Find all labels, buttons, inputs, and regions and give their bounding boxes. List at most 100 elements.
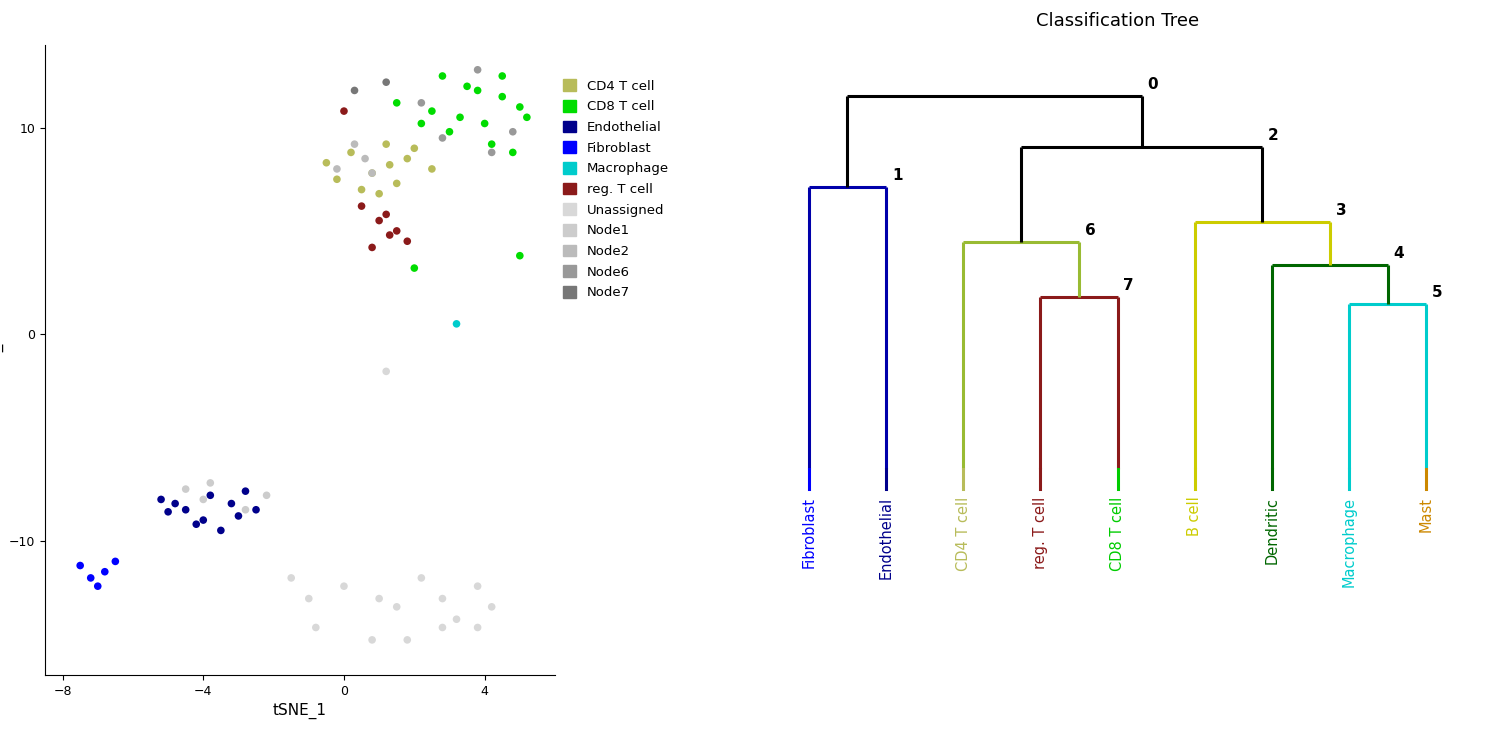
- Point: [472, 118, 496, 130]
- Point: [384, 178, 408, 190]
- Point: [78, 572, 102, 584]
- Point: [420, 105, 444, 117]
- Point: [342, 85, 366, 97]
- Point: [384, 601, 408, 613]
- Point: [509, 101, 532, 113]
- Point: [360, 167, 384, 179]
- Text: 6: 6: [1084, 223, 1095, 238]
- Text: 3: 3: [1335, 203, 1346, 218]
- Point: [480, 138, 504, 150]
- Point: [93, 566, 117, 578]
- Point: [514, 111, 538, 123]
- Point: [350, 184, 374, 196]
- Point: [402, 262, 426, 274]
- Text: 2: 2: [1268, 128, 1280, 143]
- Text: 4: 4: [1394, 246, 1404, 261]
- Point: [279, 572, 303, 584]
- Point: [410, 572, 434, 584]
- Point: [326, 173, 350, 185]
- Point: [374, 209, 398, 220]
- Point: [104, 556, 128, 568]
- Text: Macrophage: Macrophage: [1341, 496, 1356, 586]
- Point: [430, 622, 454, 634]
- Point: [226, 510, 251, 522]
- Point: [244, 504, 268, 516]
- Point: [420, 163, 444, 175]
- Point: [465, 64, 489, 76]
- Point: [68, 560, 92, 572]
- Point: [297, 592, 321, 604]
- Point: [148, 494, 172, 506]
- Text: Dendritic: Dendritic: [1264, 496, 1280, 564]
- Point: [509, 250, 532, 262]
- Point: [438, 126, 462, 138]
- Point: [352, 152, 376, 164]
- Point: [444, 318, 468, 330]
- Text: reg. T cell: reg. T cell: [1034, 496, 1048, 569]
- Point: [490, 70, 514, 82]
- Point: [378, 159, 402, 171]
- X-axis label: tSNE_1: tSNE_1: [273, 704, 327, 719]
- Point: [350, 200, 374, 212]
- Point: [490, 91, 514, 103]
- Point: [410, 97, 434, 109]
- Point: [174, 504, 198, 516]
- Point: [184, 518, 209, 530]
- Point: [501, 146, 525, 158]
- Point: [501, 126, 525, 138]
- Point: [234, 504, 258, 516]
- Point: [315, 157, 339, 169]
- Point: [209, 524, 232, 536]
- Point: [444, 614, 468, 626]
- Point: [332, 105, 356, 117]
- Text: 5: 5: [1432, 286, 1443, 301]
- Point: [164, 497, 188, 509]
- Point: [198, 489, 222, 501]
- Y-axis label: tSNE_2: tSNE_2: [0, 333, 3, 387]
- Point: [378, 229, 402, 241]
- Text: 1: 1: [892, 168, 903, 183]
- Point: [465, 622, 489, 634]
- Point: [219, 497, 243, 509]
- Text: CD8 T cell: CD8 T cell: [1110, 496, 1125, 571]
- Point: [156, 506, 180, 518]
- Point: [402, 142, 426, 154]
- Point: [465, 85, 489, 97]
- Point: [465, 580, 489, 592]
- Point: [396, 634, 420, 646]
- Point: [360, 167, 384, 179]
- Point: [430, 592, 454, 604]
- Point: [454, 80, 478, 92]
- Legend: CD4 T cell, CD8 T cell, Endothelial, Fibroblast, Macrophage, reg. T cell, Unassi: CD4 T cell, CD8 T cell, Endothelial, Fib…: [561, 78, 670, 301]
- Point: [374, 76, 398, 88]
- Point: [198, 477, 222, 489]
- Text: B cell: B cell: [1186, 496, 1202, 536]
- Point: [342, 138, 366, 150]
- Title: Classification Tree: Classification Tree: [1036, 13, 1199, 31]
- Point: [384, 225, 408, 237]
- Point: [339, 146, 363, 158]
- Point: [360, 242, 384, 254]
- Point: [192, 514, 216, 526]
- Text: CD4 T cell: CD4 T cell: [956, 496, 970, 571]
- Point: [448, 111, 472, 123]
- Text: 7: 7: [1124, 278, 1134, 292]
- Point: [430, 132, 454, 144]
- Point: [480, 601, 504, 613]
- Text: 0: 0: [1148, 77, 1158, 92]
- Point: [396, 152, 420, 164]
- Point: [480, 146, 504, 158]
- Point: [374, 138, 398, 150]
- Point: [174, 483, 198, 495]
- Point: [360, 634, 384, 646]
- Point: [430, 70, 454, 82]
- Point: [368, 188, 392, 200]
- Point: [374, 365, 398, 377]
- Point: [234, 485, 258, 497]
- Point: [368, 214, 392, 226]
- Point: [192, 494, 216, 506]
- Point: [86, 580, 109, 592]
- Point: [384, 97, 408, 109]
- Point: [396, 236, 420, 248]
- Point: [410, 118, 434, 130]
